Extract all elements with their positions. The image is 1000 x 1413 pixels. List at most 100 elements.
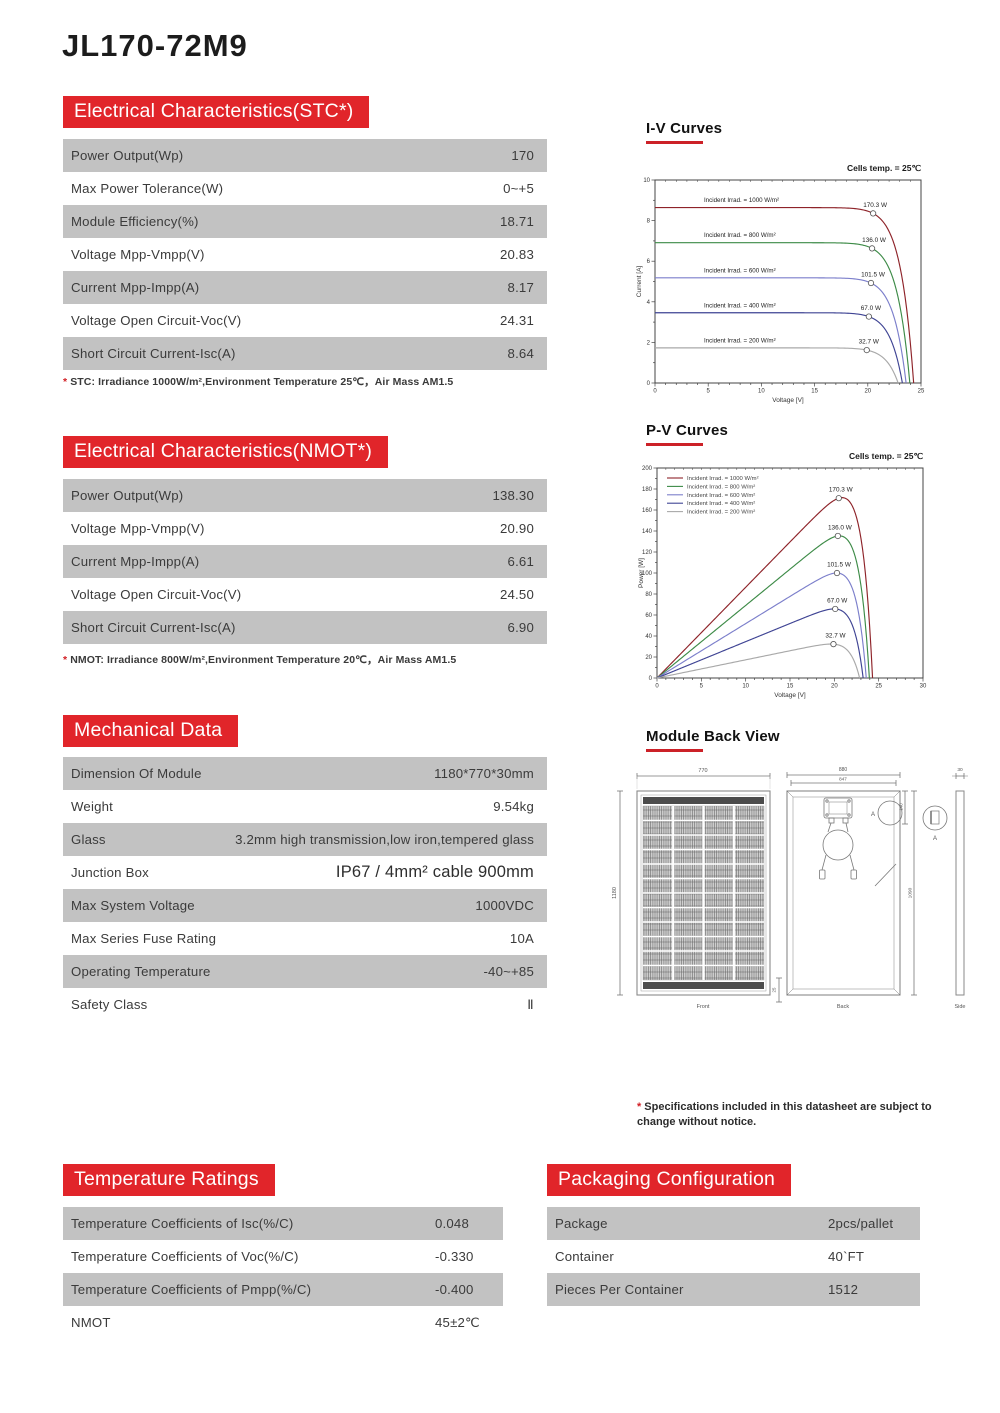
mpp-marker [832,605,839,613]
svg-text:20: 20 [831,684,838,690]
table-row: Weight 9.54kg [63,790,547,823]
detail-a-label: A [871,812,875,818]
row-value: 170 [511,148,534,163]
legend-label: Incident Irrad. = 800 W/m² [687,484,755,490]
series-inplot-label: Incident Irrad. = 200 W/m² [704,337,776,344]
row-label: Safety Class [71,997,148,1012]
iv-series-2 [655,277,907,384]
row-label: Max System Voltage [71,898,195,913]
row-label: Power Output(Wp) [71,148,184,163]
mpp-marker [863,346,870,354]
row-value: 1180*770*30mm [434,766,534,781]
row-label: Voltage Open Circuit-Voc(V) [71,587,242,602]
table-row: Voltage Mpp-Vmpp(V) 20.83 [63,238,547,271]
svg-text:80: 80 [645,592,652,598]
table-row: Power Output(Wp) 138.30 [63,479,547,512]
junction-box [823,797,853,824]
row-value: IP67 / 4mm² cable 900mm [335,863,534,881]
table-row: Safety Class Ⅱ [63,988,547,1021]
table-row: Dimension Of Module 1180*770*30mm [63,757,547,790]
row-label: Voltage Open Circuit-Voc(V) [71,313,242,328]
svg-text:4: 4 [647,300,651,306]
cells-temp-note: Cells temp. = 25℃ [847,163,921,173]
iv-series-4 [655,347,899,384]
section-detail: A [922,805,948,842]
back-view: 880 847 [772,767,917,1010]
table-row: Max Power Tolerance(W) 0~+5 [63,172,547,205]
module-back-view-diagram: 770 1180 [612,767,968,1010]
row-value: 18.71 [499,214,534,229]
row-value: 2pcs/pallet [828,1216,894,1231]
legend-label: Incident Irrad. = 600 W/m² [687,493,755,499]
table-row: Package 2pcs/pallet [547,1207,920,1240]
mpp-marker [835,495,842,502]
table-row: Temperature Coefficients of Isc(%/C) 0.04… [63,1207,503,1240]
mpp-power-label: 67.0 W [861,305,882,312]
mpp-power-label: 136.0 W [828,524,853,531]
stc-table: Power Output(Wp) 170 Max Power Tolerance(W… [63,139,547,370]
row-value: Ⅱ [527,996,534,1012]
heading-underline [646,443,703,446]
mpp-power-label: 32.7 W [825,633,846,640]
row-label: Max Power Tolerance(W) [71,181,224,196]
table-row: Current Mpp-Impp(A) 6.61 [63,545,547,578]
row-label: Container [555,1249,614,1264]
table-row: Voltage Open Circuit-Voc(V) 24.50 [63,578,547,611]
table-row: Short Circuit Current-Isc(A) 6.90 [63,611,547,644]
row-value: 8.64 [507,346,534,361]
mpp-power-label: 170.3 W [829,487,854,494]
footnote-asterisk: * [63,376,68,388]
temperature-table: Temperature Coefficients of Isc(%/C) 0.04… [63,1207,503,1339]
section-banner-mechanical: Mechanical Data [63,715,239,747]
table-row: Short Circuit Current-Isc(A) 8.64 [63,337,547,370]
svg-text:10: 10 [742,684,749,690]
iv-series-3 [655,312,903,384]
legend-label: Incident Irrad. = 400 W/m² [687,501,755,507]
dim-jb-offset: 140 [899,803,904,811]
table-row: Operating Temperature -40~+85 [63,955,547,988]
svg-text:120: 120 [642,550,653,556]
mpp-power-label: 67.0 W [827,597,848,604]
footnote-asterisk: * [63,654,68,666]
row-value: -0.400 [435,1282,474,1297]
series-inplot-label: Incident Irrad. = 400 W/m² [704,302,776,309]
svg-text:200: 200 [642,466,653,472]
table-row: Temperature Coefficients of Voc(%/C) -0.3… [63,1240,503,1273]
row-value: 24.31 [499,313,534,328]
packaging-table: Package 2pcs/pallet Container 40`FT Pieces P… [547,1207,920,1306]
dim-bottom-offset: 25 [772,987,777,992]
section-banner-temperature: Temperature Ratings [63,1164,275,1196]
svg-text:20: 20 [645,655,652,661]
dim-front-height: 1180 [612,887,618,899]
svg-text:0: 0 [653,389,657,395]
nmot-table: Power Output(Wp) 138.30 Voltage Mpp-Vmpp(V… [63,479,547,644]
back-view-label: Back [837,1004,849,1010]
row-label: Operating Temperature [71,964,211,979]
row-label: NMOT [71,1315,111,1330]
mpp-marker [870,210,877,217]
row-label: Max Series Fuse Rating [71,931,217,946]
svg-text:5: 5 [700,684,704,690]
svg-text:5: 5 [707,389,711,395]
mpp-marker [834,532,841,540]
detail-a2-label: A [933,836,937,842]
row-value: 24.50 [499,587,534,602]
row-value: 138.30 [492,488,534,503]
plot-border [654,179,922,384]
row-label: Temperature Coefficients of Isc(%/C) [71,1216,294,1231]
mpp-power-label: 101.5 W [827,562,852,569]
svg-text:25: 25 [875,684,882,690]
mpp-marker [830,641,837,648]
dim-back-height: 1090 [908,887,914,898]
x-axis-label: Voltage [V] [772,397,804,404]
row-value: 6.90 [507,620,534,635]
row-label: Junction Box [71,865,149,880]
section-banner-packaging: Packaging Configuration [547,1164,792,1196]
front-view-label: Front [697,1004,710,1010]
series-inplot-label: Incident Irrad. = 600 W/m² [704,267,776,274]
stc-footnote: * STC: Irradiance 1000W/m²,Environment Te… [63,374,453,389]
section-banner-nmot: Electrical Characteristics(NMOT*) [63,436,389,468]
footnote-asterisk: * [637,1101,642,1113]
page-title: JL170-72M9 [62,28,248,63]
